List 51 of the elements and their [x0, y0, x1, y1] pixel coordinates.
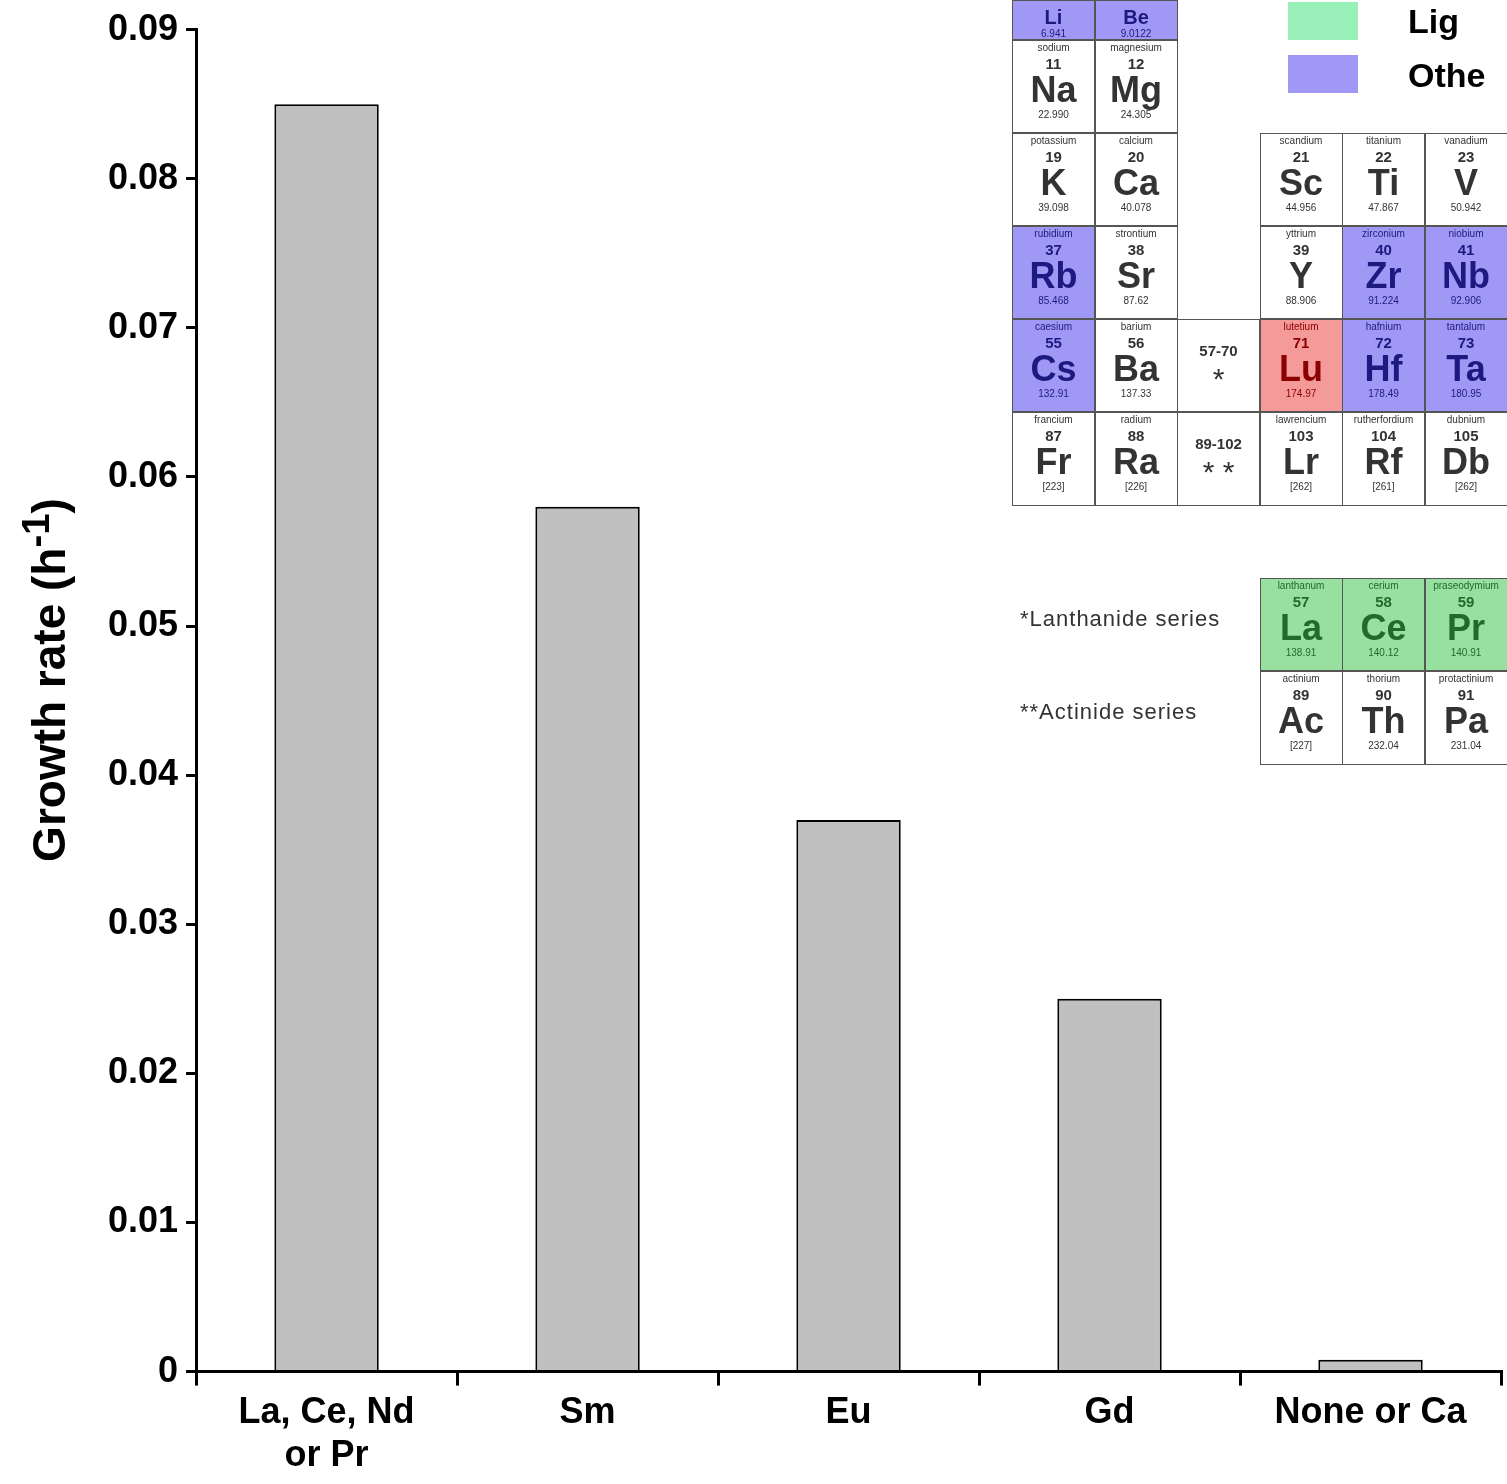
y-tick-label: 0.04 [107, 752, 179, 794]
annotation: rutherfordium 104 Rf [261] [1352, 414, 1415, 492]
annotation: Li 6.941 [1040, 6, 1067, 39]
annotation: lutetium 71 Lu 174.97 [1278, 321, 1324, 399]
annotation: yttrium 39 Y 88.906 [1284, 228, 1318, 306]
annotation: dubnium 105 Db [262] [1441, 414, 1491, 492]
y-tick-label: 0.07 [107, 304, 179, 346]
x-tick-label: None or Ca [1274, 1390, 1468, 1432]
annotation: 57-70 * [1198, 342, 1239, 395]
annotation: praseodymium 59 Pr 140.91 [1432, 580, 1500, 658]
x-tick-label: La, Ce, Nd or Pr [238, 1390, 415, 1475]
y-tick-label: 0.03 [107, 901, 179, 943]
annotation: *Lanthanide series [1020, 606, 1221, 632]
annotation: **Actinide series [1020, 699, 1198, 725]
annotation: lawrencium 103 Lr [262] [1274, 414, 1328, 492]
annotation: sodium 11 Na 22.990 [1029, 42, 1078, 120]
annotation: strontium 38 Sr 87.62 [1114, 228, 1158, 306]
y-tick-label: 0.05 [107, 602, 179, 644]
annotation: titanium 22 Ti 47.867 [1365, 135, 1402, 213]
annotation: francium 87 Fr [223] [1033, 414, 1074, 492]
annotation: zirconium 40 Zr 91.224 [1361, 228, 1406, 306]
y-tick-label: 0 [158, 1348, 179, 1390]
y-tick-label: 0.02 [107, 1050, 179, 1092]
y-tick-label: 0.08 [107, 155, 179, 197]
annotation: barium 56 Ba 137.33 [1112, 321, 1161, 399]
y-tick-label: 0.09 [107, 6, 179, 48]
annotation: caesium 55 Cs 132.91 [1029, 321, 1078, 399]
x-tick-label: Gd [1084, 1390, 1135, 1432]
annotation: scandium 21 Sc 44.956 [1277, 135, 1324, 213]
annotation: magnesium 12 Mg 24.305 [1109, 42, 1163, 120]
annotation: 89-102 * * [1194, 435, 1243, 488]
annotation: thorium 90 Th 232.04 [1360, 673, 1407, 751]
annotation: protactinium 91 Pa 231.04 [1437, 673, 1495, 751]
annotation: Be 9.0122 [1119, 6, 1153, 39]
annotation: rubidium 37 Rb 85.468 [1028, 228, 1079, 306]
y-tick-label: 0.06 [107, 453, 179, 495]
x-tick-label: Eu [825, 1390, 872, 1432]
annotation: potassium 19 K 39.098 [1029, 135, 1078, 213]
annotation: niobium 41 Nb 92.906 [1441, 228, 1491, 306]
annotation: actinium 89 Ac [227] [1277, 673, 1325, 751]
annotation: cerium 58 Ce 140.12 [1359, 580, 1408, 658]
annotation: tantalum 73 Ta 180.95 [1445, 321, 1487, 399]
annotation: lanthanum 57 La 138.91 [1276, 580, 1326, 658]
annotation: vanadium 23 V 50.942 [1443, 135, 1489, 213]
annotation: Lig [1408, 2, 1459, 41]
annotation: radium 88 Ra [226] [1112, 414, 1161, 492]
annotation: Othe [1408, 56, 1486, 95]
x-tick-label: Sm [559, 1390, 616, 1432]
annotation: hafnium 72 Hf 178.49 [1363, 321, 1404, 399]
y-tick-label: 0.01 [107, 1199, 179, 1241]
annotation: calcium 20 Ca 40.078 [1112, 135, 1161, 213]
